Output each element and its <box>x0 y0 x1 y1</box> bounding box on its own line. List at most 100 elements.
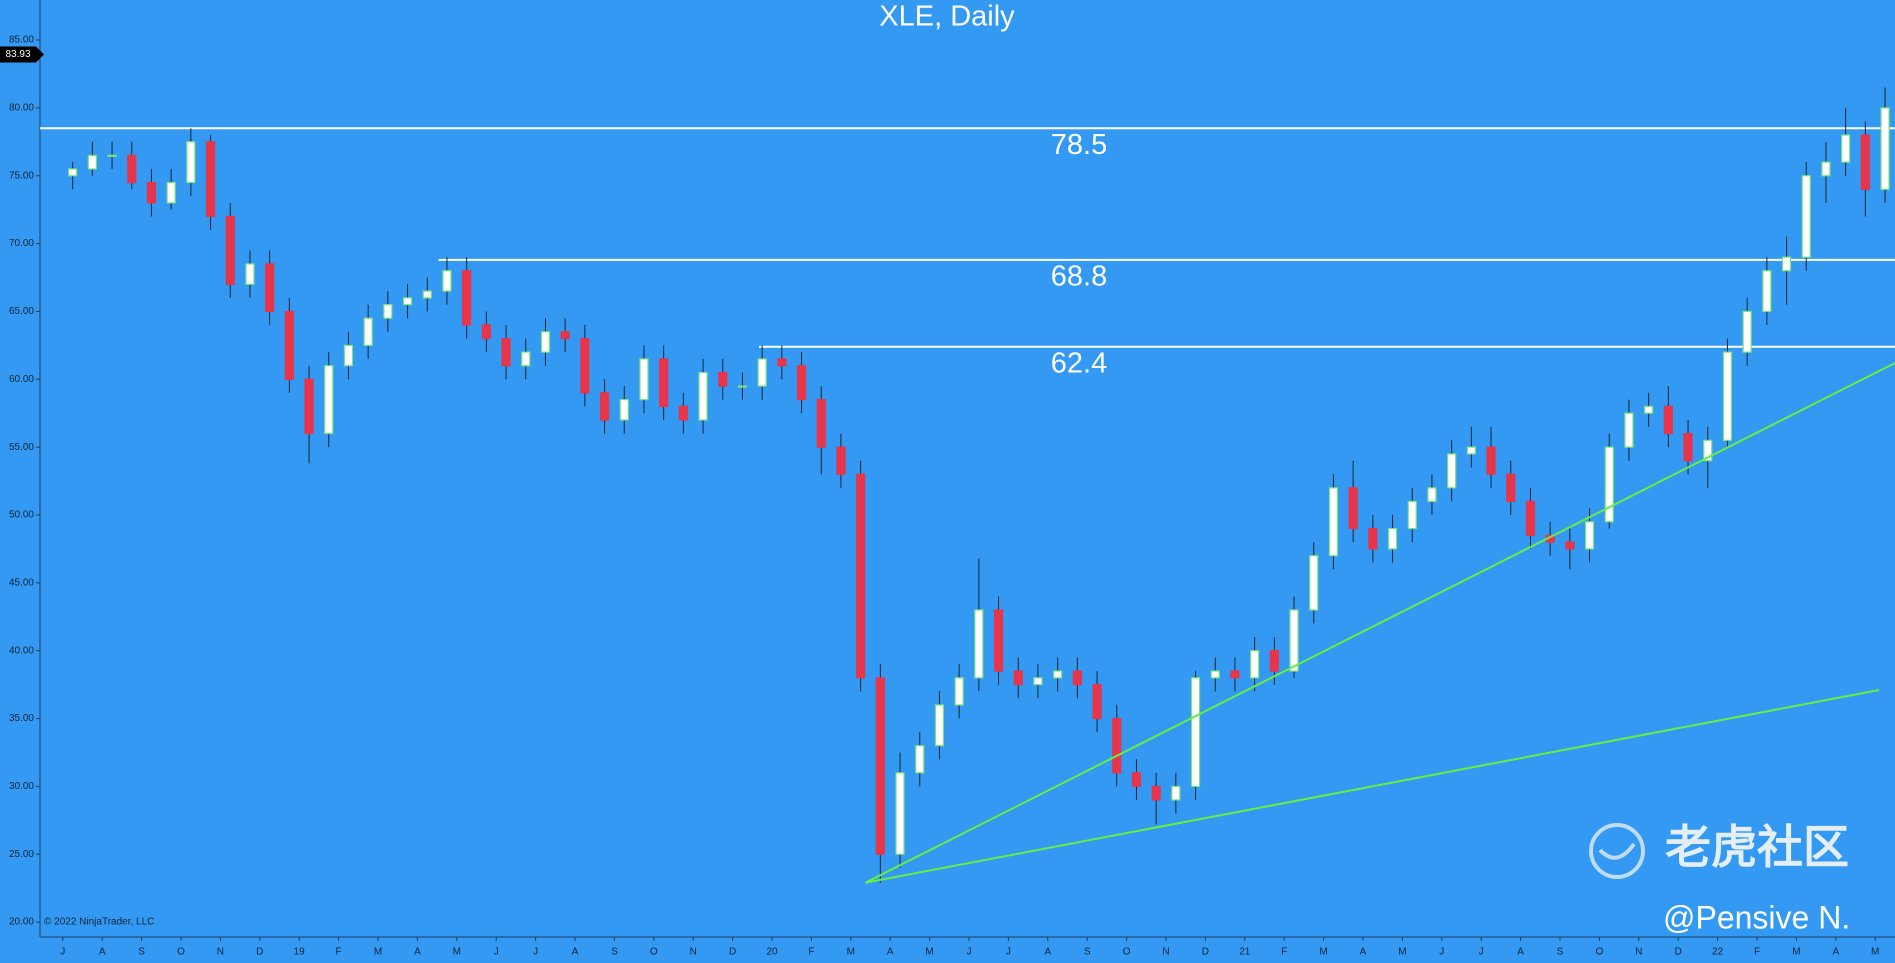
candle-body <box>107 154 117 157</box>
y-tick-label: 80.00 <box>9 103 34 114</box>
candle-body <box>284 310 294 380</box>
x-tick-label: O <box>177 947 185 958</box>
candle-body <box>68 168 78 177</box>
candle-body <box>1072 670 1082 686</box>
candle-body <box>1368 527 1378 550</box>
x-tick-label: 20 <box>766 947 778 958</box>
candle-body <box>698 371 708 421</box>
candle-body <box>462 270 472 326</box>
candle-body <box>363 317 373 346</box>
x-tick-label: A <box>1832 947 1839 958</box>
y-tick-label: 60.00 <box>9 374 34 385</box>
x-tick-label: 22 <box>1712 947 1724 958</box>
candle-body <box>1525 500 1536 536</box>
x-tick-label: A <box>572 947 579 958</box>
candle-body <box>816 399 826 448</box>
candle-body <box>1565 541 1575 550</box>
candle-body <box>1013 670 1023 686</box>
candle-body <box>225 215 235 285</box>
x-tick-label: A <box>1517 947 1524 958</box>
candle-body <box>1486 446 1496 475</box>
candle-body <box>1821 161 1831 177</box>
candle-body <box>934 704 945 747</box>
x-tick-label: S <box>611 947 618 958</box>
y-tick-label: 75.00 <box>9 170 34 181</box>
candle-body <box>1742 310 1752 353</box>
candle-body <box>324 365 334 435</box>
candle-body <box>343 344 354 367</box>
candle-body <box>1722 351 1733 441</box>
x-tick-label: N <box>1162 947 1169 958</box>
candle-body <box>737 385 748 388</box>
candle-body <box>974 609 984 679</box>
candle-body <box>166 181 176 204</box>
candle-body <box>757 358 767 387</box>
level-label: 62.4 <box>1051 347 1107 379</box>
candle-body <box>245 263 255 285</box>
candle-body <box>501 337 511 367</box>
candle-body <box>521 351 531 367</box>
candle-body <box>186 141 196 184</box>
x-tick-label: M <box>1319 947 1327 958</box>
x-tick-label: A <box>887 947 894 958</box>
x-tick-label: J <box>533 947 538 958</box>
x-tick-label: F <box>1281 947 1287 958</box>
candle-body <box>718 371 728 387</box>
level-label: 68.8 <box>1051 261 1107 293</box>
x-tick-label: J <box>1479 947 1484 958</box>
candle-body <box>1407 500 1417 530</box>
candle-body <box>1250 650 1260 679</box>
y-tick-label: 20.00 <box>9 917 34 928</box>
x-tick-label: A <box>414 947 421 958</box>
candle-body <box>1584 521 1595 550</box>
candle-body <box>777 358 787 367</box>
candle-body <box>1387 527 1398 550</box>
candle-body <box>1663 405 1673 435</box>
x-tick-label: J <box>1006 947 1011 958</box>
candle-body <box>895 772 905 855</box>
y-tick-label: 85.00 <box>9 35 34 46</box>
candle-body <box>1033 677 1043 686</box>
y-tick-label: 30.00 <box>9 781 34 792</box>
candle-body <box>1328 487 1339 557</box>
chart-title: XLE, Daily <box>879 1 1015 33</box>
candle-body <box>1427 487 1437 503</box>
x-tick-label: M <box>1871 947 1879 958</box>
x-tick-label: F <box>1754 947 1760 958</box>
candle-body <box>1348 487 1358 530</box>
x-tick-label: A <box>1044 947 1051 958</box>
candle-body <box>856 473 866 679</box>
x-tick-label: M <box>925 947 933 958</box>
x-tick-label: J <box>967 947 972 958</box>
candle-body <box>87 154 97 170</box>
x-tick-label: N <box>217 947 224 958</box>
candle-body <box>1860 134 1870 190</box>
watermark-logo <box>1589 823 1645 879</box>
y-tick-label: 55.00 <box>9 442 34 453</box>
candle-body <box>442 270 452 292</box>
candle-body <box>1171 785 1181 801</box>
candle-body <box>146 181 157 204</box>
x-tick-label: S <box>138 947 145 958</box>
x-tick-label: J <box>1439 947 1444 958</box>
candle-body <box>1053 670 1063 679</box>
candle-body <box>1269 650 1279 672</box>
x-tick-label: D <box>1675 947 1682 958</box>
y-tick-label: 65.00 <box>9 306 34 317</box>
candle-body <box>422 290 432 299</box>
x-tick-label: 21 <box>1239 947 1251 958</box>
candle-body <box>402 297 413 306</box>
candle-body <box>678 405 688 421</box>
candle-body <box>127 154 137 184</box>
x-tick-label: F <box>336 947 342 958</box>
candle-body <box>915 745 925 774</box>
y-tick-label: 40.00 <box>9 645 34 656</box>
x-tick-label: J <box>494 947 499 958</box>
candle-body <box>836 446 846 475</box>
candle-body <box>599 392 610 421</box>
x-tick-label: O <box>650 947 658 958</box>
y-tick-label: 70.00 <box>9 238 34 249</box>
candle-body <box>1230 670 1240 679</box>
x-tick-label: N <box>690 947 697 958</box>
